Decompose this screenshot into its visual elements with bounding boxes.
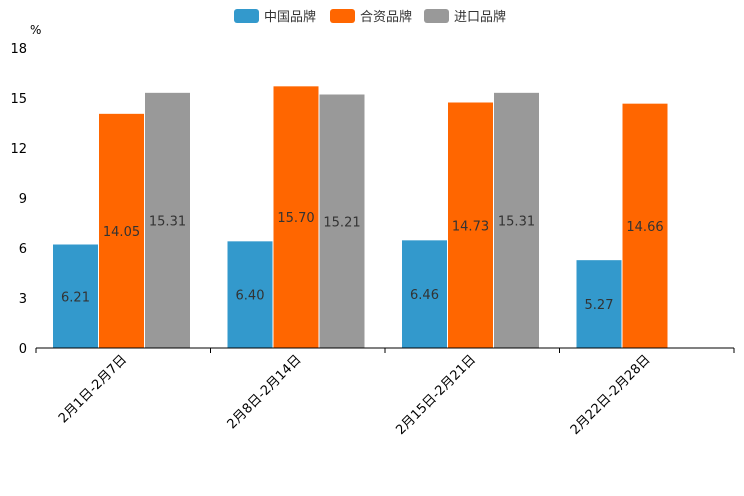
bar[interactable] — [402, 240, 447, 348]
bar[interactable] — [494, 92, 539, 348]
y-tick-label: 9 — [19, 192, 27, 207]
bar[interactable] — [227, 241, 273, 348]
y-tick-label: 0 — [19, 342, 27, 357]
x-category-label: 2月1日-2月7日 — [56, 352, 130, 426]
bar-value-label: 5.27 — [585, 298, 614, 313]
x-category-label: 2月22日-2月28日 — [568, 352, 654, 438]
y-axis: 0 3 6 9 12 15 18 — [10, 42, 27, 357]
bar-value-label: 15.70 — [277, 211, 314, 226]
bar-value-label: 14.73 — [452, 219, 489, 234]
y-tick-label: 18 — [10, 42, 27, 57]
bar[interactable] — [53, 244, 98, 349]
bar[interactable] — [448, 102, 493, 349]
bar[interactable] — [273, 86, 319, 348]
legend-swatch[interactable] — [424, 9, 449, 23]
legend-label[interactable]: 中国品牌 — [264, 9, 316, 25]
bar-value-label: 14.66 — [626, 220, 663, 235]
bar-value-label: 14.05 — [103, 225, 140, 240]
x-axis: 2月1日-2月7日 2月8日-2月14日 2月15日-2月21日 2月22日-2月28… — [35, 347, 735, 438]
bar-value-label: 15.21 — [323, 215, 360, 230]
bar-value-label: 6.21 — [61, 290, 90, 305]
bar-value-label: 6.40 — [236, 289, 265, 304]
bar[interactable] — [99, 113, 144, 348]
bars: 6.21 14.05 15.31 6.40 15.70 15.21 6.46 14.73 15.… — [53, 86, 668, 349]
legend-label[interactable]: 合资品牌 — [360, 9, 412, 25]
legend: 中国品牌 合资品牌 进口品牌 — [234, 9, 506, 25]
bar[interactable] — [576, 260, 622, 348]
bar[interactable] — [145, 92, 190, 348]
bar-value-label: 15.31 — [498, 214, 535, 229]
bar-value-label: 6.46 — [410, 288, 439, 303]
y-tick-label: 12 — [10, 142, 27, 157]
y-tick-label: 15 — [10, 92, 27, 107]
y-tick-label: 3 — [19, 292, 27, 307]
bar[interactable] — [622, 103, 668, 349]
legend-swatch[interactable] — [330, 9, 355, 23]
bar[interactable] — [319, 94, 365, 349]
y-axis-unit: % — [30, 23, 41, 37]
legend-label[interactable]: 进口品牌 — [454, 9, 506, 25]
bar-value-label: 15.31 — [149, 214, 186, 229]
x-category-label: 2月8日-2月14日 — [225, 352, 305, 432]
y-tick-label: 6 — [19, 242, 27, 257]
x-category-label: 2月15日-2月21日 — [393, 352, 479, 438]
legend-swatch[interactable] — [234, 9, 259, 23]
